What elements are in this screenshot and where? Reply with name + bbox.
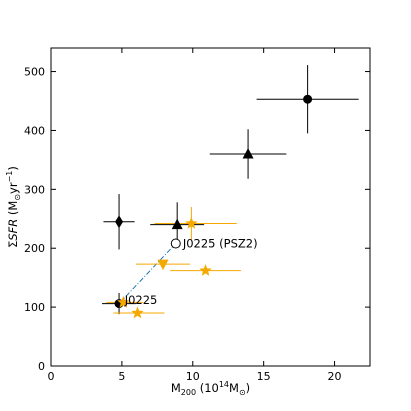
x-tick-label: 20 (328, 370, 342, 383)
triangle-down-marker (157, 259, 169, 271)
annotation-label: J0225 (PSZ2) (182, 237, 258, 251)
y-tick-label: 200 (24, 242, 45, 255)
annotation-label: J0225 (124, 293, 158, 307)
y-tick-label: 100 (24, 301, 45, 314)
star-marker (199, 264, 212, 276)
diamond-marker (115, 215, 124, 229)
data-markers (114, 94, 313, 319)
x-tick-label: 0 (48, 370, 55, 383)
star-marker (117, 295, 130, 308)
triangle-up-marker (242, 148, 254, 159)
star-marker (185, 216, 198, 229)
x-tick-label: 5 (118, 370, 125, 383)
x-axis-label: M200 (1014M⊙) (171, 380, 250, 397)
connector-line (118, 243, 177, 304)
circle-marker (303, 94, 313, 104)
y-tick-label: 400 (24, 124, 45, 137)
plot-frame (50, 47, 371, 367)
star-marker (131, 306, 144, 319)
y-tick-label: 300 (24, 183, 45, 196)
open-circle-marker (170, 238, 181, 249)
y-axis-label: ΣSFR (M⊙yr−1) (5, 166, 22, 248)
error-bars (102, 65, 359, 315)
y-tick-label: 500 (24, 66, 45, 79)
connector-lines (118, 243, 177, 304)
y-tick-label: 0 (38, 360, 45, 373)
annotations: J0225 (PSZ2) J0225 (124, 237, 258, 308)
x-tick-label: 15 (257, 370, 271, 383)
triangle-up-marker (171, 218, 183, 230)
x-tick-label: 10 (186, 370, 200, 383)
